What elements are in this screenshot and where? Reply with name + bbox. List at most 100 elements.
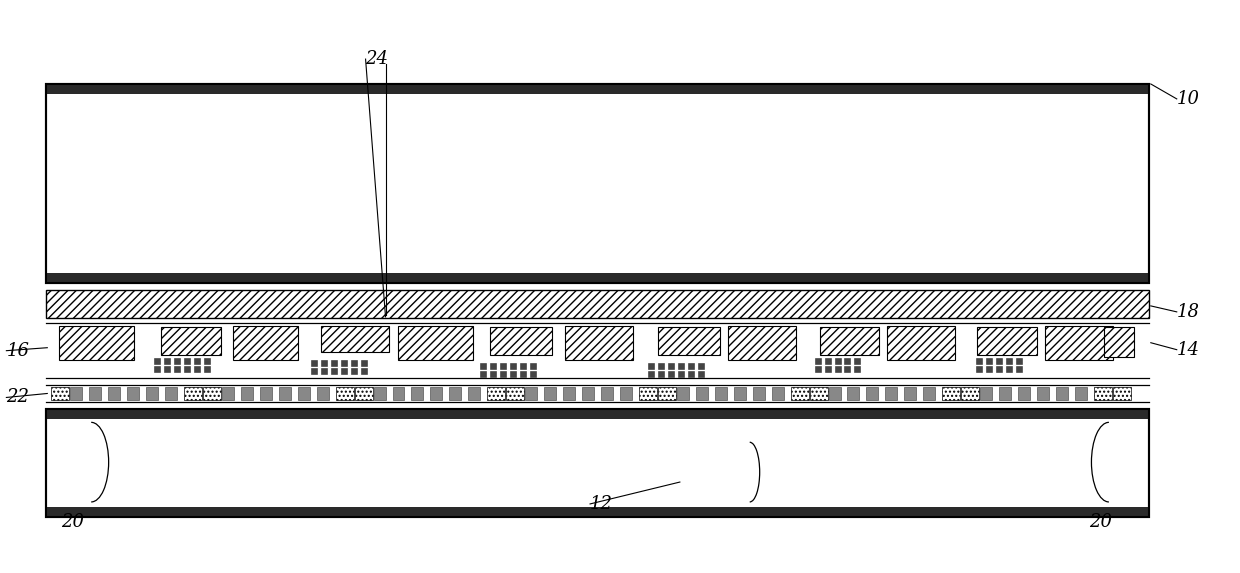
Bar bbox=[233, 326, 298, 360]
Bar bbox=[510, 371, 516, 376]
Bar bbox=[544, 387, 557, 401]
Bar bbox=[1104, 327, 1133, 356]
Bar bbox=[825, 366, 831, 371]
Bar bbox=[298, 387, 310, 401]
Bar bbox=[449, 387, 461, 401]
Bar bbox=[649, 363, 653, 368]
Bar bbox=[412, 387, 423, 401]
Bar bbox=[341, 368, 347, 374]
Bar bbox=[942, 387, 960, 401]
Bar bbox=[500, 371, 506, 376]
Bar bbox=[1006, 366, 1012, 371]
Bar bbox=[820, 327, 879, 355]
Bar bbox=[351, 360, 357, 366]
Bar bbox=[844, 366, 851, 371]
Bar bbox=[500, 363, 506, 368]
Bar bbox=[71, 387, 82, 401]
Bar bbox=[854, 358, 861, 364]
Bar bbox=[222, 387, 234, 401]
Bar bbox=[668, 371, 673, 376]
Bar bbox=[658, 363, 663, 368]
Bar bbox=[1016, 358, 1022, 364]
Bar bbox=[46, 409, 1148, 419]
Bar bbox=[203, 358, 210, 364]
Text: 12: 12 bbox=[590, 495, 613, 513]
Bar bbox=[753, 387, 765, 401]
Bar bbox=[60, 326, 134, 360]
Bar bbox=[658, 387, 676, 401]
Bar bbox=[311, 368, 316, 374]
Bar bbox=[490, 363, 496, 368]
Bar bbox=[184, 387, 202, 401]
Bar bbox=[531, 363, 536, 368]
Bar bbox=[490, 371, 496, 376]
Text: 24: 24 bbox=[366, 50, 388, 68]
Bar bbox=[986, 358, 992, 364]
Bar bbox=[241, 387, 253, 401]
Bar bbox=[146, 387, 157, 401]
Bar bbox=[601, 387, 613, 401]
Bar bbox=[361, 368, 367, 374]
Bar bbox=[490, 327, 552, 355]
Bar bbox=[469, 387, 480, 401]
Bar bbox=[46, 84, 1148, 94]
Bar bbox=[734, 387, 745, 401]
Bar bbox=[521, 371, 526, 376]
Bar bbox=[1018, 387, 1030, 401]
Bar bbox=[165, 387, 177, 401]
Bar bbox=[51, 387, 69, 401]
Bar bbox=[999, 387, 1011, 401]
Bar bbox=[835, 366, 841, 371]
Bar bbox=[815, 366, 821, 371]
Bar bbox=[835, 358, 841, 364]
Bar bbox=[677, 387, 689, 401]
Bar bbox=[521, 363, 526, 368]
Bar bbox=[867, 387, 878, 401]
Bar bbox=[980, 387, 992, 401]
Text: 20: 20 bbox=[1089, 513, 1112, 531]
Bar bbox=[688, 371, 694, 376]
Bar bbox=[316, 387, 329, 401]
Bar bbox=[331, 360, 336, 366]
Bar bbox=[976, 366, 982, 371]
Bar bbox=[825, 358, 831, 364]
Bar bbox=[658, 371, 663, 376]
Bar bbox=[184, 366, 190, 371]
Bar bbox=[164, 358, 170, 364]
Bar bbox=[847, 387, 859, 401]
Bar bbox=[696, 387, 708, 401]
Bar bbox=[1045, 326, 1112, 360]
Bar bbox=[714, 387, 727, 401]
Bar bbox=[203, 387, 221, 401]
Bar bbox=[510, 363, 516, 368]
Bar bbox=[336, 387, 353, 401]
Bar bbox=[996, 366, 1002, 371]
Bar bbox=[279, 387, 290, 401]
Bar bbox=[46, 409, 1148, 517]
Bar bbox=[815, 358, 821, 364]
Bar bbox=[161, 327, 221, 355]
Bar bbox=[986, 366, 992, 371]
Bar bbox=[46, 507, 1148, 517]
Bar bbox=[128, 387, 139, 401]
Bar bbox=[1056, 387, 1068, 401]
Bar bbox=[108, 387, 120, 401]
Bar bbox=[506, 387, 525, 401]
Bar bbox=[321, 368, 326, 374]
Bar bbox=[1037, 387, 1049, 401]
Bar bbox=[46, 84, 1148, 283]
Bar bbox=[1075, 387, 1087, 401]
Bar bbox=[355, 387, 372, 401]
Bar bbox=[487, 387, 505, 401]
Bar bbox=[698, 363, 704, 368]
Bar bbox=[844, 358, 851, 364]
Bar bbox=[976, 358, 982, 364]
Bar bbox=[678, 363, 683, 368]
Bar bbox=[321, 360, 326, 366]
Bar bbox=[904, 387, 916, 401]
Bar bbox=[46, 84, 1148, 283]
Text: 22: 22 bbox=[6, 388, 30, 406]
Bar bbox=[698, 371, 704, 376]
Bar bbox=[924, 387, 935, 401]
Bar bbox=[658, 327, 719, 355]
